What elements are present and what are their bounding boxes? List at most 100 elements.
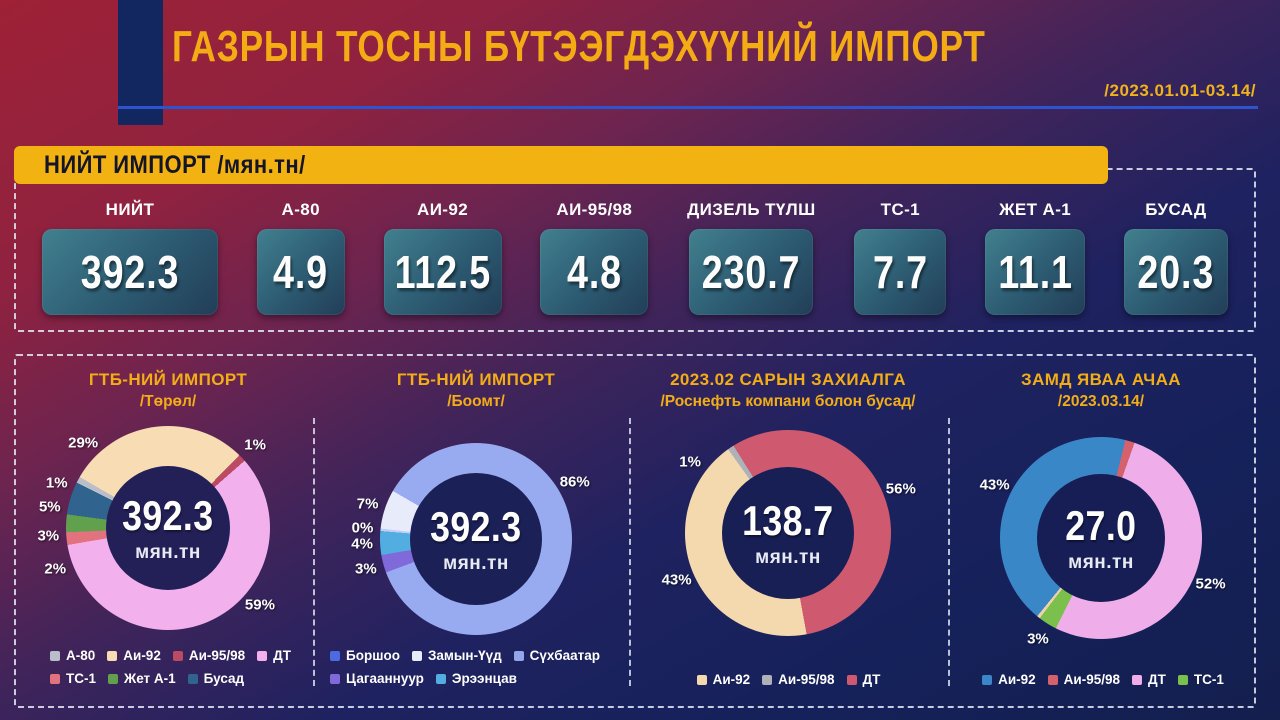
stat-label: ТС-1 (880, 200, 921, 219)
legend-item: ТС-1 (50, 671, 96, 686)
legend-swatch-icon (1047, 674, 1058, 685)
segment-label-1pct: 1% (679, 453, 701, 471)
legend-swatch-icon (982, 674, 993, 685)
legend-label: Аи-95/98 (1063, 672, 1120, 687)
total-stat-1: НИЙТ 392.3 (42, 200, 218, 315)
legend-swatch-icon (257, 650, 268, 661)
legend-item: Жет А-1 (108, 671, 176, 686)
segment-label-3pct: 3% (355, 560, 377, 577)
donut-center-value: 138.7 (742, 497, 834, 544)
legend-item: Боршоо (330, 648, 400, 663)
legend-label: Боршоо (346, 648, 400, 663)
legend-label: Аи-92 (712, 672, 751, 687)
segment-label-1pct: 1% (45, 474, 68, 492)
donut-hole-4: 27.0 мян.тн (1037, 474, 1165, 602)
header-accent-bar (118, 0, 163, 125)
segment-label-7pct: 7% (356, 495, 379, 513)
legend-swatch-icon (435, 673, 446, 684)
legend-item: Аи-95/98 (1047, 672, 1120, 687)
legend-label: Цагааннуур (346, 671, 424, 686)
stat-card: 230.7 (689, 229, 814, 315)
legend-swatch-icon (411, 650, 422, 661)
donut-center-value: 392.3 (430, 503, 522, 550)
legend-item: Замын-Үүд (411, 648, 502, 663)
legend-label: Замын-Үүд (427, 648, 502, 663)
donut-center-unit: мян.тн (135, 542, 201, 563)
legend-label: ТС-1 (66, 671, 96, 686)
stat-card: 392.3 (42, 229, 218, 315)
legend-row: А-80 Аи-92 Аи-95/98 ДТ (50, 648, 320, 663)
report-period: /2023.01.01-03.14/ (1104, 81, 1256, 100)
section-divider-3 (948, 418, 950, 686)
stat-value: 112.5 (394, 246, 491, 298)
chart-title-line1: ГТБ-НИЙ ИМПОРТ (396, 370, 556, 389)
total-stat-4: АИ-95/98 4.8 (540, 200, 649, 315)
legend-label: Аи-95/98 (778, 672, 835, 687)
chart-4-title: ЗАМД ЯВАА АЧАА/2023.03.14/ (1021, 370, 1181, 411)
legend-label: Аи-92 (998, 672, 1036, 687)
totals-banner-label: НИЙТ ИМПОРТ /мян.тн/ (44, 150, 306, 179)
stat-card: 112.5 (383, 229, 502, 315)
stat-label: ДИЗЕЛЬ ТҮЛШ (687, 200, 816, 219)
stat-value: 392.3 (80, 246, 180, 298)
segment-label-3pct: 3% (1027, 630, 1049, 648)
legend-swatch-icon (107, 650, 118, 661)
stat-label: АИ-95/98 (556, 200, 633, 219)
legend-item: Эрээнцав (435, 671, 517, 686)
segment-label-3pct: 3% (37, 527, 60, 545)
legend-swatch-icon (330, 673, 340, 684)
legend-item: Аи-92 (107, 648, 161, 663)
total-stat-2: А-80 4.9 (256, 200, 345, 315)
chart-title-line2: /Боомт/ (447, 393, 505, 410)
segment-label-86pct: 86% (559, 473, 590, 491)
chart-title-line2: /Төрөл/ (139, 393, 197, 410)
stat-value: 4.8 (566, 246, 622, 298)
totals-panel: НИЙТ 392.3 А-80 4.9 АИ-92 112.5 АИ-95/98 4.8 ДИЗ… (14, 168, 1256, 332)
segment-label-1pct: 1% (244, 436, 266, 454)
stat-label: АИ-92 (417, 200, 469, 219)
legend-swatch-icon (187, 673, 198, 684)
charts-panel: ГТБ-НИЙ ИМПОРТ/Төрөл/392.3 мян.тн 29% 1% 59%… (14, 354, 1256, 708)
legend-item: А-80 (50, 648, 95, 663)
legend-item: Аи-95/98 (172, 648, 245, 663)
stat-card: 20.3 (1123, 229, 1228, 315)
legend-swatch-icon (513, 650, 524, 661)
stat-card: 4.8 (540, 229, 649, 315)
legend-label: Сүхбаатар (529, 648, 600, 663)
chart-1-legend: А-80 Аи-92 Аи-95/98 ДТ ТС-1 Жет А-1 Бусад (50, 648, 320, 686)
stat-card: 11.1 (985, 229, 1086, 315)
stat-card: 4.9 (256, 229, 345, 315)
legend-item: Сүхбаатар (513, 648, 600, 663)
section-divider-2 (629, 418, 631, 686)
chart-2-legend: Боршоо Замын-Үүд Сүхбаатар Цагааннуур Эрээнц… (330, 648, 630, 686)
legend-label: Эрээнцав (451, 671, 517, 686)
legend-swatch-icon (762, 674, 773, 685)
legend-swatch-icon (1132, 674, 1142, 685)
chart-title-line2: /Роснефть компани болон бусад/ (660, 393, 916, 410)
legend-label: А-80 (66, 648, 96, 663)
donut-center-unit: мян.тн (1068, 552, 1134, 573)
legend-label: ДТ (1148, 672, 1166, 687)
stat-card: 7.7 (854, 229, 947, 315)
legend-item: ТС-1 (1177, 672, 1224, 687)
legend-row: Аи-92 Аи-95/98 ДТ ТС-1 (948, 672, 1258, 687)
donut-hole-2: 392.3 мян.тн (410, 473, 542, 605)
totals-banner: НИЙТ ИМПОРТ /мян.тн/ (14, 146, 1108, 184)
segment-label-5pct: 5% (38, 498, 61, 516)
chart-title-line1: ЗАМД ЯВАА АЧАА (1021, 370, 1181, 389)
legend-label: Жет А-1 (124, 671, 176, 686)
legend-item: Аи-95/98 (762, 672, 835, 687)
stat-value: 4.9 (273, 246, 329, 298)
legend-label: ДТ (273, 648, 292, 663)
segment-label-43pct: 43% (979, 476, 1010, 494)
segment-label-59pct: 59% (244, 596, 275, 614)
stat-label: БУСАД (1145, 200, 1207, 219)
legend-item: Цагааннуур (330, 671, 424, 686)
chart-3-title: 2023.02 САРЫН ЗАХИАЛГА/Роснефть компани … (661, 370, 916, 411)
stat-label: ЖЕТ А-1 (999, 200, 1072, 219)
legend-row: Аи-92 Аи-95/98 ДТ (629, 672, 948, 687)
legend-item: ДТ (1132, 672, 1166, 687)
legend-swatch-icon (696, 674, 707, 685)
donut-center-unit: мян.тн (755, 547, 821, 568)
section-divider-1 (313, 418, 315, 686)
